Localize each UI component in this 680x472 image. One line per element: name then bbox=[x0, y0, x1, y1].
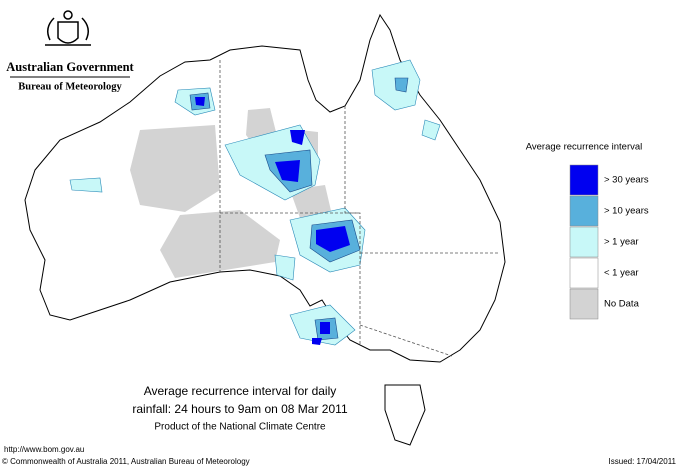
legend-swatch bbox=[569, 257, 599, 289]
legend-swatch bbox=[569, 288, 599, 320]
footer-issued: Issued: 17/04/2011 bbox=[609, 457, 677, 466]
recurrence-30yr-areas bbox=[195, 97, 350, 345]
tasmania bbox=[384, 384, 426, 446]
legend: > 30 years > 10 years > 1 year < 1 year No D… bbox=[569, 164, 649, 320]
legend-swatch bbox=[569, 226, 599, 258]
footer-copyright: © Commonwealth of Australia 2011, Austra… bbox=[2, 457, 250, 466]
legend-title: Average recurrence interval bbox=[526, 142, 643, 153]
caption-line1: Average recurrence interval for daily bbox=[144, 384, 337, 398]
legend-swatch bbox=[569, 195, 599, 227]
legend-label: No Data bbox=[604, 299, 640, 310]
crest bbox=[45, 10, 91, 46]
header-bureau: Bureau of Meteorology bbox=[18, 81, 122, 92]
legend-label: > 30 years bbox=[604, 175, 649, 186]
legend-swatch bbox=[569, 164, 599, 196]
state-borders bbox=[219, 60, 498, 357]
legend-label: > 1 year bbox=[604, 237, 639, 248]
legend-label: > 10 years bbox=[604, 206, 649, 217]
legend-label: < 1 year bbox=[604, 268, 639, 279]
caption-line3: Product of the National Climate Centre bbox=[154, 422, 326, 433]
no-data-areas bbox=[130, 108, 332, 278]
footer-url: http://www.bom.gov.au bbox=[4, 445, 84, 454]
caption-line2: rainfall: 24 hours to 9am on 08 Mar 2011 bbox=[132, 402, 348, 416]
header-government: Australian Government bbox=[6, 60, 134, 74]
